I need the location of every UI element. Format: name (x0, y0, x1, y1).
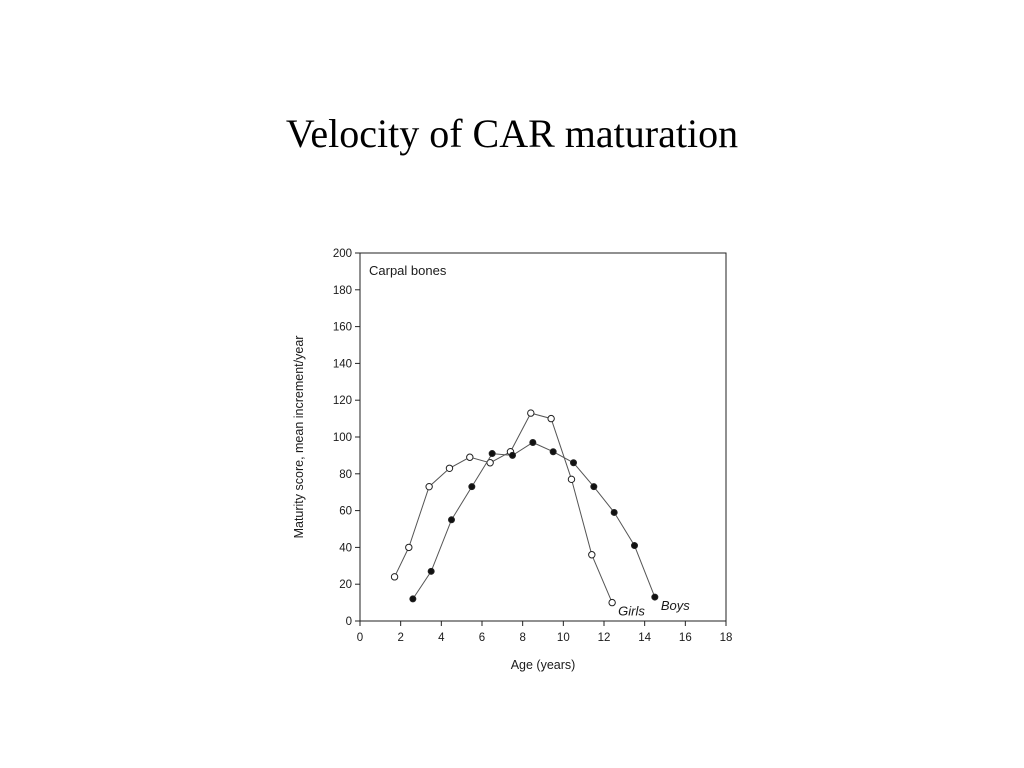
y-tick-label: 100 (333, 432, 352, 444)
series-layer: Girls Boys (390, 409, 690, 619)
data-point-boys (590, 483, 598, 491)
data-point-girls (547, 414, 555, 423)
y-axis-ticks: 0 20 40 60 80 100 120 140 160 180 200 (333, 248, 360, 628)
x-tick-label: 0 (357, 632, 363, 644)
data-point-girls (567, 475, 576, 484)
slide-title: Velocity of CAR maturation (285, 111, 739, 156)
data-point-girls (445, 464, 454, 472)
x-tick-label: 8 (519, 632, 525, 644)
data-point-girls (527, 409, 535, 417)
data-point-girls (390, 573, 399, 581)
x-tick-label: 10 (557, 632, 570, 644)
maturity-velocity-chart: 0 20 40 60 80 100 120 140 160 180 200 0 2 4 6 8 10 12 14 1… (292, 248, 733, 672)
series-line-girls (394, 412, 613, 603)
data-point-boys (468, 483, 476, 491)
x-tick-label: 6 (479, 632, 485, 644)
data-point-girls (466, 453, 474, 461)
data-point-boys (509, 451, 516, 459)
plot-border (359, 252, 727, 622)
x-tick-label: 4 (438, 632, 445, 644)
data-point-boys (448, 516, 455, 524)
x-tick-label: 16 (679, 632, 692, 644)
data-point-girls (588, 551, 596, 559)
data-point-boys (651, 593, 659, 601)
y-tick-label: 140 (333, 358, 352, 370)
y-tick-label: 20 (339, 579, 352, 591)
data-point-boys (631, 542, 638, 550)
data-point-girls (608, 598, 616, 607)
x-tick-label: 14 (638, 632, 651, 644)
data-point-boys (570, 459, 577, 467)
x-axis-label: Age (years) (511, 658, 576, 672)
y-tick-label: 200 (333, 248, 352, 260)
y-axis-label: Maturity score, mean increment/year (292, 336, 306, 539)
series-girls: Girls (390, 409, 645, 619)
data-point-boys (549, 448, 557, 456)
data-point-boys (529, 439, 537, 447)
data-point-boys (427, 567, 435, 575)
data-point-boys (610, 508, 618, 516)
series-boys: Boys (409, 439, 690, 613)
data-point-boys (488, 450, 496, 458)
data-point-boys (409, 595, 417, 603)
x-tick-label: 18 (720, 632, 733, 644)
series-label-girls: Girls (618, 604, 645, 619)
data-point-girls (425, 482, 433, 491)
y-tick-label: 160 (333, 322, 352, 334)
x-tick-label: 2 (397, 632, 403, 644)
series-label-boys: Boys (661, 598, 690, 613)
y-tick-label: 120 (333, 395, 352, 407)
chart-title: Carpal bones (369, 263, 447, 278)
y-tick-label: 40 (339, 542, 352, 554)
data-point-girls (405, 543, 413, 552)
y-tick-label: 0 (346, 616, 352, 628)
y-tick-label: 80 (339, 469, 352, 481)
plot-frame (359, 252, 727, 622)
x-tick-label: 12 (598, 632, 611, 644)
y-tick-label: 60 (339, 506, 352, 518)
x-axis-ticks: 0 2 4 6 8 10 12 14 16 18 (357, 621, 733, 644)
y-tick-label: 180 (333, 285, 352, 297)
